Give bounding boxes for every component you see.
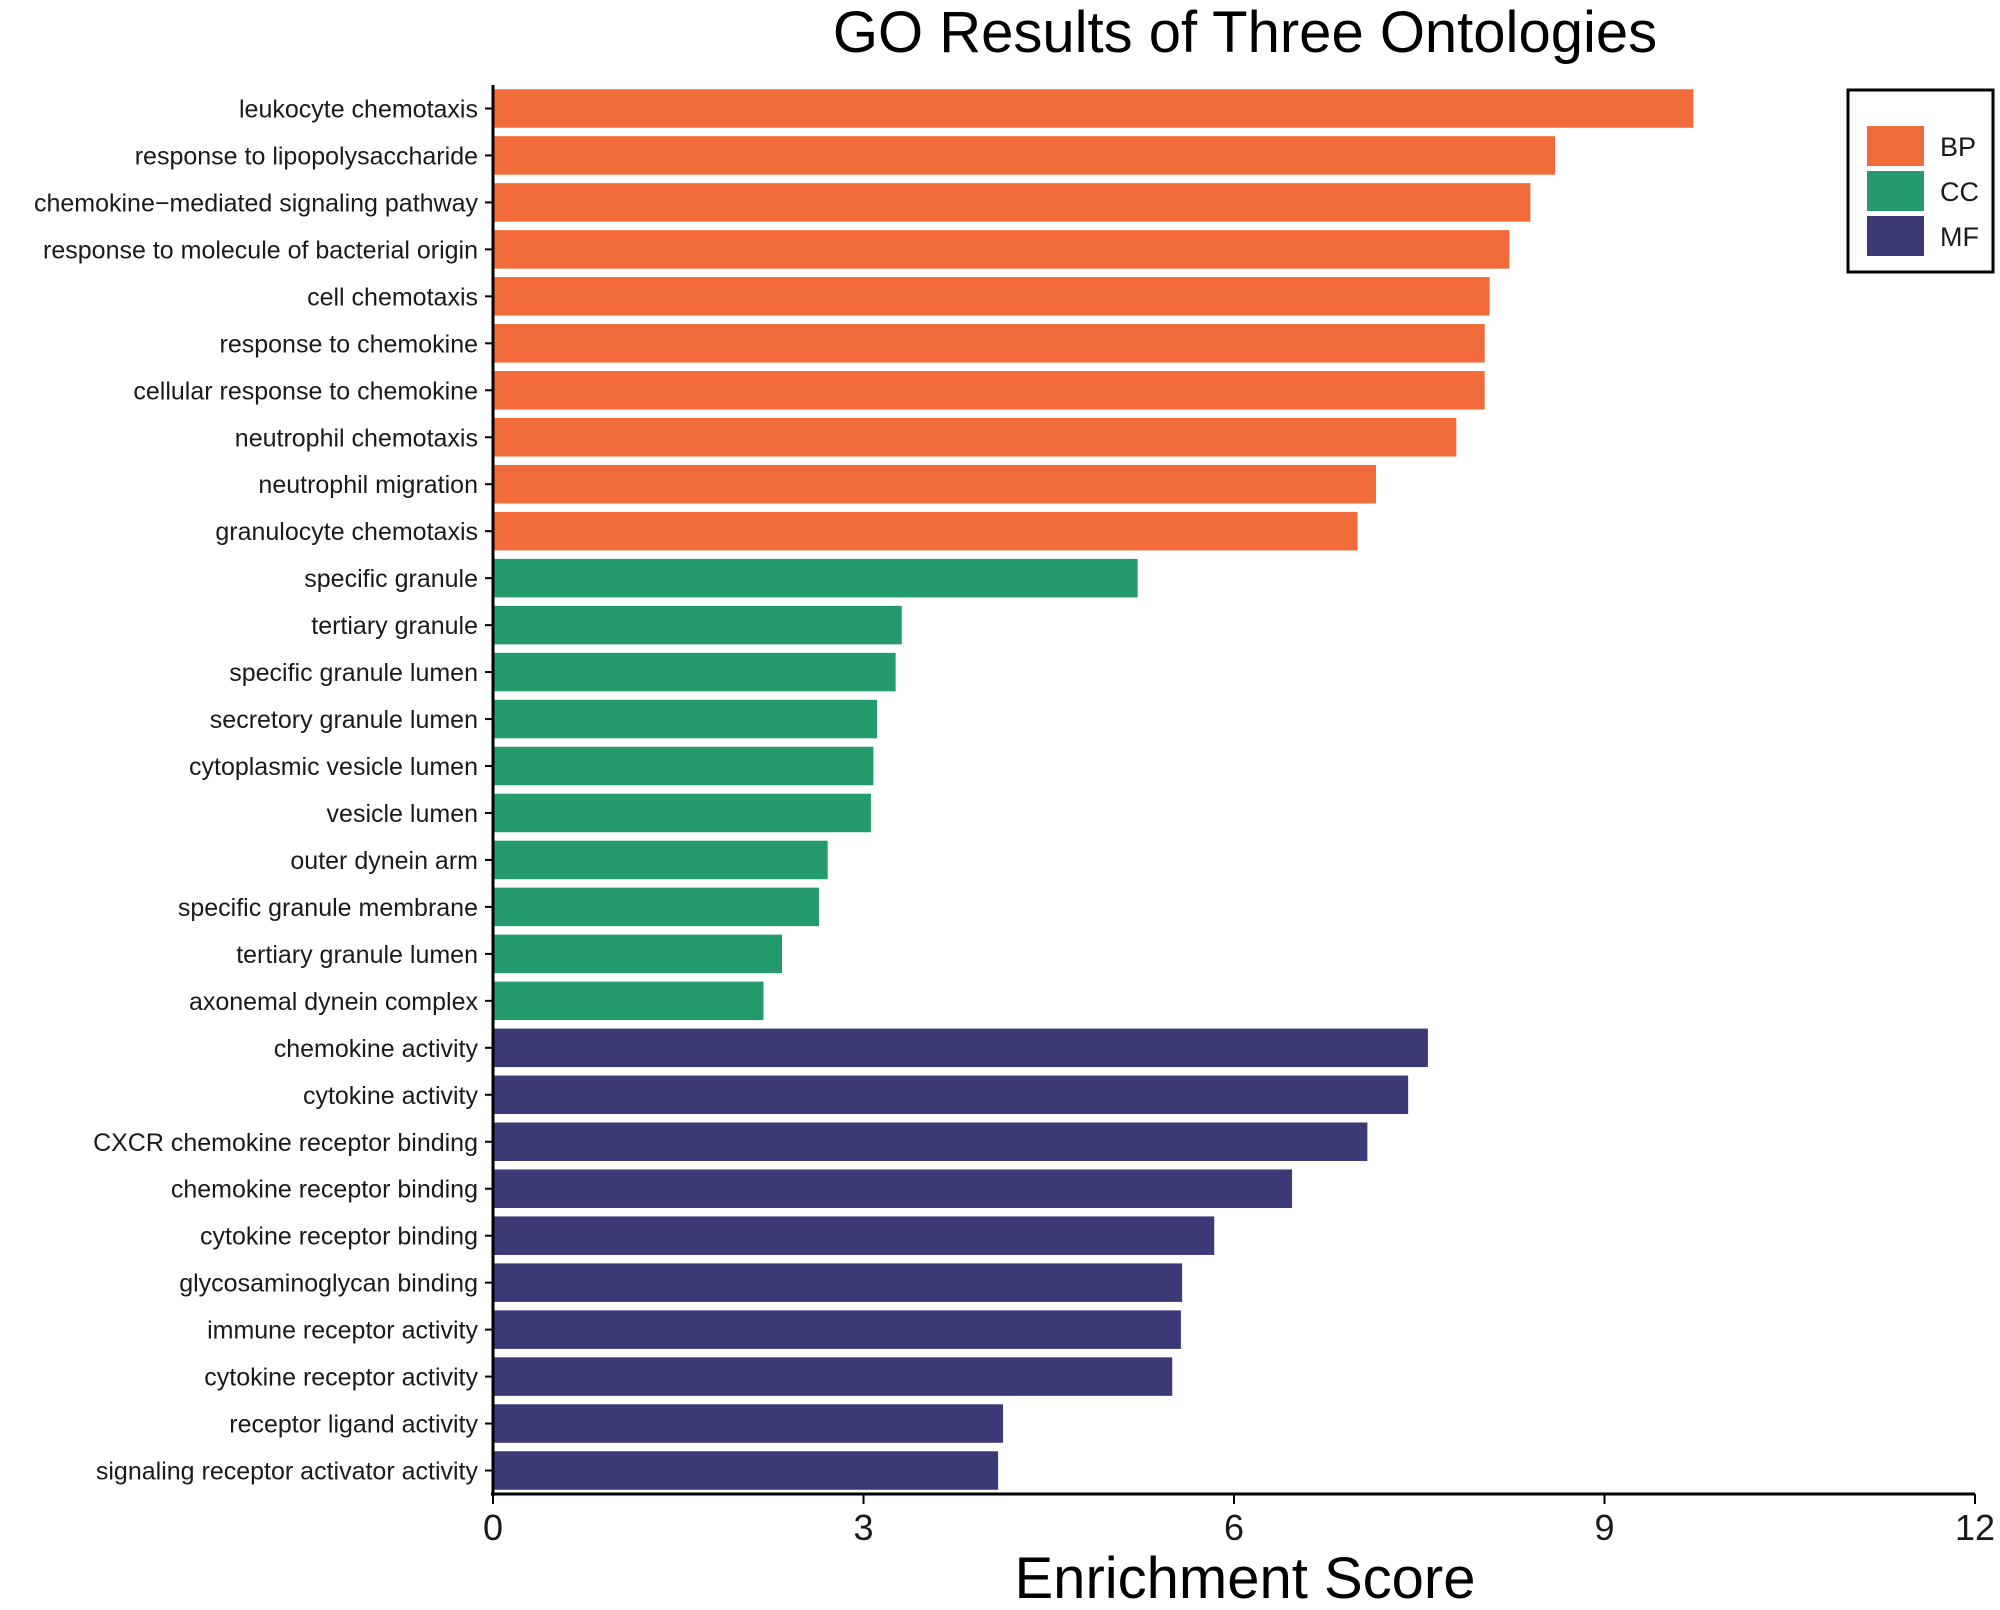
category-label: outer dynein arm [290,847,478,875]
bar-mf [493,1169,1293,1208]
category-labels: leukocyte chemotaxis response to lipopoly… [34,95,479,1485]
bar-bp [493,89,1694,128]
bar-cc [493,699,878,739]
category-label: vesicle lumen [327,800,478,828]
bar-cc [493,887,820,927]
chart-title: GO Results of Three Ontologies [833,0,1657,65]
bar-cc [493,934,782,974]
bar-bp [493,324,1485,363]
bar-mf [493,1122,1368,1162]
category-label: immune receptor activity [207,1317,478,1345]
category-label: tertiary granule lumen [236,941,478,969]
category-label: receptor ligand activity [229,1411,478,1439]
category-label: response to molecule of bacterial origin [43,236,478,264]
legend-swatch-mf [1867,216,1924,256]
bar-cc [493,981,764,1021]
legend-label-bp: BP [1940,132,1976,162]
bar-bp [493,464,1377,504]
bar-mf [493,1310,1181,1349]
x-tick-label: 6 [1224,1507,1244,1548]
bar-cc [493,840,828,880]
x-tick-label: 0 [483,1507,503,1548]
bar-bp [493,277,1490,316]
category-label: cytokine receptor binding [200,1223,478,1251]
category-label: cell chemotaxis [307,283,478,311]
category-label: neutrophil chemotaxis [235,424,478,452]
bar-mf [493,1357,1173,1396]
category-label: tertiary granule [311,612,478,640]
bar-bp [493,371,1485,410]
bar-cc [493,558,1138,598]
x-tick-label: 9 [1594,1507,1614,1548]
x-tick-label: 3 [853,1507,873,1548]
legend-label-cc: CC [1940,177,1979,207]
x-axis-title: Enrichment Score [1015,1546,1476,1610]
bar-cc [493,652,896,692]
bar-cc [493,746,874,786]
bar-bp [493,417,1457,457]
category-label: leukocyte chemotaxis [239,95,478,123]
legend: BP CC MF [1846,88,1995,274]
category-label: response to chemokine [220,330,478,358]
category-label: chemokine−mediated signaling pathway [34,189,479,217]
bar-cc [493,605,902,645]
bars-layer [493,89,1694,1490]
category-label: signaling receptor activator activity [96,1458,479,1486]
bar-mf [493,1028,1428,1068]
category-label: chemokine activity [274,1035,479,1063]
bar-bp [493,511,1358,551]
bar-mf [493,1263,1183,1302]
category-label: CXCR chemokine receptor binding [93,1129,478,1157]
category-label: specific granule [304,565,478,593]
category-label: cellular response to chemokine [133,377,478,405]
legend-swatch-bp [1867,126,1924,166]
bar-mf [493,1075,1409,1115]
legend-label-mf: MF [1940,222,1979,252]
category-label: cytokine activity [303,1082,479,1110]
bar-mf [493,1404,1004,1443]
bar-cc [493,793,871,833]
category-label: specific granule lumen [229,659,478,687]
category-label: axonemal dynein complex [189,988,479,1016]
legend-swatch-cc [1867,171,1924,211]
category-label: secretory granule lumen [210,706,478,734]
bar-bp [493,136,1556,175]
bar-bp [493,230,1510,269]
bar-bp [493,183,1531,222]
category-label: granulocyte chemotaxis [215,518,478,546]
category-label: cytokine receptor activity [204,1364,478,1392]
bar-mf [493,1451,999,1490]
x-tick-label: 12 [1955,1507,1995,1548]
category-label: glycosaminoglycan binding [179,1270,478,1298]
category-label: neutrophil migration [258,471,478,499]
bar-mf [493,1216,1215,1255]
category-label: response to lipopolysaccharide [135,142,478,170]
axes: 0 3 6 9 12 [483,85,1995,1548]
category-label: cytoplasmic vesicle lumen [189,753,478,781]
category-label: specific granule membrane [178,894,478,922]
category-label: chemokine receptor binding [171,1176,478,1204]
